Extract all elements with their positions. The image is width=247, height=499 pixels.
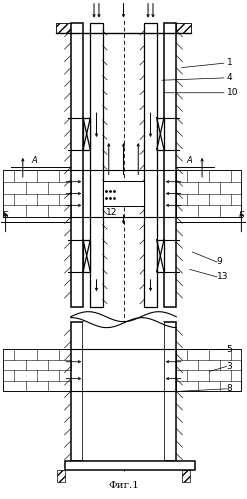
Text: 1: 1 <box>227 58 232 67</box>
Bar <box>71 322 83 461</box>
Bar <box>176 349 241 391</box>
Bar <box>64 461 195 470</box>
Bar <box>83 118 90 150</box>
Text: 13: 13 <box>217 272 228 281</box>
Text: Фиг.1: Фиг.1 <box>108 482 139 491</box>
Bar <box>57 470 64 483</box>
Bar <box>83 322 164 461</box>
Bar <box>71 23 83 307</box>
Bar <box>157 118 164 150</box>
Bar <box>103 181 144 206</box>
Bar <box>3 349 71 391</box>
Bar <box>56 23 71 33</box>
Text: А: А <box>31 156 37 165</box>
Text: 3: 3 <box>227 362 232 371</box>
Text: 5: 5 <box>227 344 232 353</box>
Bar <box>157 240 164 272</box>
Bar <box>90 23 103 307</box>
Bar <box>164 322 176 461</box>
Text: 12: 12 <box>106 208 118 217</box>
Bar <box>176 23 191 33</box>
Text: 8: 8 <box>227 384 232 393</box>
Bar <box>164 23 176 307</box>
Text: 9: 9 <box>217 257 223 266</box>
Bar <box>176 170 241 217</box>
Bar <box>3 170 71 217</box>
Text: 4: 4 <box>227 73 232 82</box>
Text: Б: Б <box>3 211 8 220</box>
Text: Б: Б <box>239 211 244 220</box>
Text: 10: 10 <box>227 88 238 97</box>
Bar <box>183 470 190 483</box>
Bar <box>144 23 157 307</box>
Bar <box>83 240 90 272</box>
Text: А: А <box>187 156 193 165</box>
